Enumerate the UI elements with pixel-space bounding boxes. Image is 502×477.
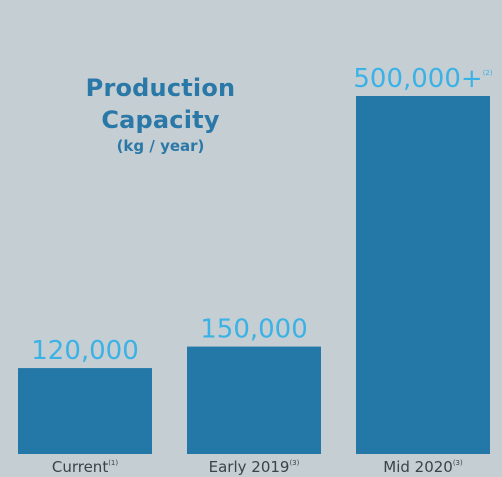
category-footnote: (3) [453,459,463,467]
chart-subtitle: (kg / year) [116,137,205,155]
chart-title-block: Production Capacity (kg / year) [48,72,273,156]
bar-current [18,368,152,454]
value-label-footnote: (2) [483,69,493,77]
category-footnote: (1) [108,459,118,467]
category-label-mid-2020: Mid 2020(3) [383,458,463,476]
value-label-current: 120,000 [31,336,139,366]
bar-early-2019 [187,346,321,454]
chart-title-line-2: Capacity [101,106,220,134]
value-label-mid-2020: 500,000+(2) [353,64,492,94]
category-label-early-2019: Early 2019(3) [209,458,300,476]
chart-title-line-1: Production [85,74,236,102]
bar-mid-2020 [356,96,490,454]
category-footnote: (3) [289,459,299,467]
value-label-early-2019: 150,000 [200,315,308,345]
category-label-current: Current(1) [52,458,119,476]
